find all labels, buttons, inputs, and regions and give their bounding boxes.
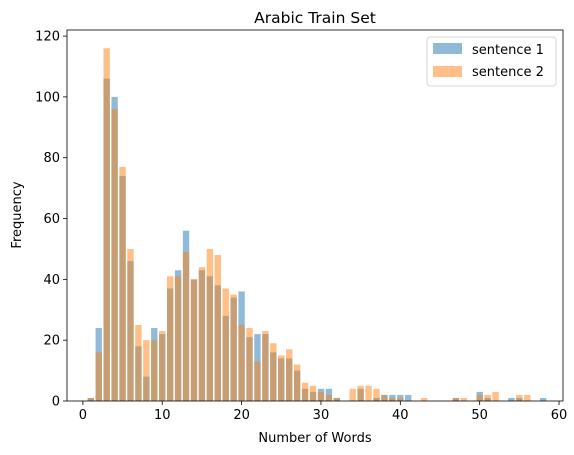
bar-series-2-x-1 [87, 397, 94, 401]
x-tick-label: 30 [313, 408, 330, 423]
bar-series-2-x-17 [214, 255, 221, 401]
x-tick-label: 10 [154, 408, 171, 423]
bar-series-1-x-54 [508, 397, 515, 401]
bar-series-2-x-12 [174, 276, 182, 401]
bar-series-2-x-16 [206, 248, 214, 401]
bar-series-2-x-24 [270, 343, 277, 401]
bar-series-2-x-20 [238, 324, 245, 401]
bar-series-2-x-23 [262, 331, 269, 401]
bar-series-2-x-11 [166, 276, 174, 401]
bar-series-2-x-39 [389, 397, 396, 401]
y-tick-label: 120 [35, 30, 60, 45]
bar-series-2-x-35 [357, 385, 364, 401]
bar-series-2-x-10 [159, 331, 166, 401]
bar-series-2-x-48 [460, 397, 467, 401]
y-tick-label: 100 [35, 90, 60, 105]
bar-series-2-x-18 [222, 288, 229, 401]
bar-series-1-x-41 [405, 394, 412, 401]
bar-series-2-x-43 [420, 397, 428, 401]
y-tick-label: 0 [52, 395, 60, 410]
y-tick-label: 40 [43, 273, 60, 288]
bar-series-2-x-13 [182, 251, 190, 401]
x-tick-label: 50 [471, 408, 488, 423]
bar-series-2-x-4 [111, 109, 118, 401]
bar-series-2-x-37 [373, 388, 380, 401]
bar-series-2-x-47 [452, 397, 460, 401]
bar-series-2-x-32 [333, 397, 340, 401]
bar-series-2-x-36 [365, 385, 372, 401]
legend-swatch-sentence-1 [433, 43, 462, 54]
bar-series-2-x-55 [516, 394, 523, 401]
legend-swatch-sentence-2 [433, 66, 462, 77]
bar-series-2-x-28 [301, 382, 309, 401]
bar-series-2-x-56 [524, 394, 531, 401]
chart-title: Arabic Train Set [254, 9, 376, 27]
x-tick-label: 60 [551, 408, 568, 423]
series-2-bars [87, 48, 531, 401]
bar-series-2-x-34 [349, 388, 356, 401]
bar-series-2-x-15 [198, 267, 206, 401]
x-tick-label: 40 [392, 408, 409, 423]
x-tick-label: 20 [233, 408, 250, 423]
bar-series-2-x-19 [230, 294, 237, 401]
bar-series-2-x-27 [293, 364, 301, 401]
bar-series-2-x-21 [246, 328, 253, 401]
bar-series-2-x-26 [286, 349, 293, 401]
legend: sentence 1 sentence 2 [426, 36, 557, 87]
bar-series-2-x-6 [127, 248, 134, 401]
bar-series-2-x-50 [476, 394, 483, 401]
bar-series-2-x-14 [190, 279, 198, 401]
bar-series-2-x-5 [119, 166, 126, 401]
bar-series-2-x-3 [103, 48, 110, 401]
ticks-layer: 0 10 20 30 40 50 60 0 20 40 60 80 100 120 [35, 30, 567, 423]
bar-series-2-x-30 [317, 391, 325, 401]
plot-frame [66, 29, 564, 402]
bar-series-2-x-51 [484, 394, 491, 401]
legend-label-sentence-2: sentence 2 [472, 65, 544, 80]
bar-series-2-x-52 [492, 391, 499, 401]
bar-series-1-x-31 [325, 388, 333, 401]
bars-layer [87, 48, 547, 402]
x-axis-label: Number of Words [258, 431, 371, 446]
bar-series-1-x-58 [539, 397, 547, 401]
legend-label-sentence-1: sentence 1 [472, 43, 544, 58]
y-tick-label: 80 [43, 151, 60, 166]
bar-series-2-x-31 [325, 394, 333, 401]
bar-series-2-x-8 [143, 340, 150, 401]
x-tick-label: 0 [79, 408, 87, 423]
bar-series-2-x-40 [397, 397, 404, 401]
bar-series-2-x-2 [95, 352, 102, 401]
bar-series-2-x-25 [278, 355, 285, 401]
bar-series-2-x-22 [254, 361, 261, 401]
bar-series-2-x-9 [151, 340, 158, 401]
y-axis-label: Frequency [10, 181, 25, 248]
bar-series-2-x-7 [135, 324, 142, 401]
bar-series-2-x-29 [309, 385, 317, 401]
bar-series-2-x-38 [381, 394, 388, 401]
y-tick-label: 60 [43, 212, 60, 227]
y-tick-label: 20 [43, 334, 60, 349]
